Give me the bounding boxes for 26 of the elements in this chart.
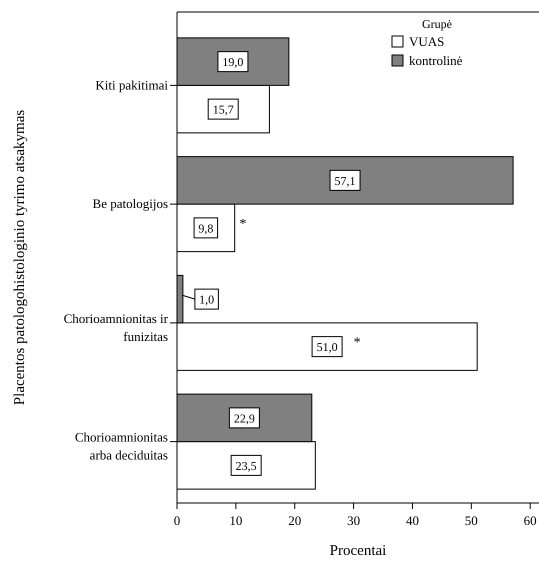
- data-label: 51,0: [316, 340, 338, 354]
- y-axis-title: Placentos patologohistologinio tyrimo atsakymas: [12, 110, 28, 406]
- annotation: *: [239, 216, 246, 232]
- data-label: 23,5: [236, 458, 257, 473]
- data-label: 9,8: [198, 221, 214, 236]
- x-tick-label: 10: [229, 513, 242, 528]
- x-tick-label: 30: [347, 513, 360, 528]
- y-tick-label: Chorioamnionitas ir funizitas: [64, 310, 169, 344]
- y-tick-label: Be patologijos: [92, 196, 168, 212]
- y-tick-label: Chorioamnionitas arba deciduitas: [74, 430, 168, 463]
- data-label: 15,7: [212, 102, 234, 117]
- legend-label: VUAS: [409, 34, 444, 49]
- legend-title: Grupė: [422, 17, 452, 31]
- x-tick-label: 60: [524, 513, 537, 528]
- data-label: 22,9: [234, 411, 255, 426]
- data-label: 1,0: [199, 292, 214, 307]
- data-label: 57,1: [334, 174, 356, 188]
- y-tick-label: Kiti pakitimai: [95, 77, 168, 92]
- annotation: *: [354, 336, 361, 351]
- x-tick-label: 40: [406, 513, 419, 528]
- x-tick-label: 20: [288, 513, 302, 528]
- legend-label: kontrolinė: [409, 53, 463, 68]
- data-label: 19,0: [222, 55, 244, 70]
- x-tick-label: 0: [174, 513, 180, 528]
- x-tick-label: 50: [464, 513, 478, 528]
- x-axis-title: Procentai: [330, 543, 386, 559]
